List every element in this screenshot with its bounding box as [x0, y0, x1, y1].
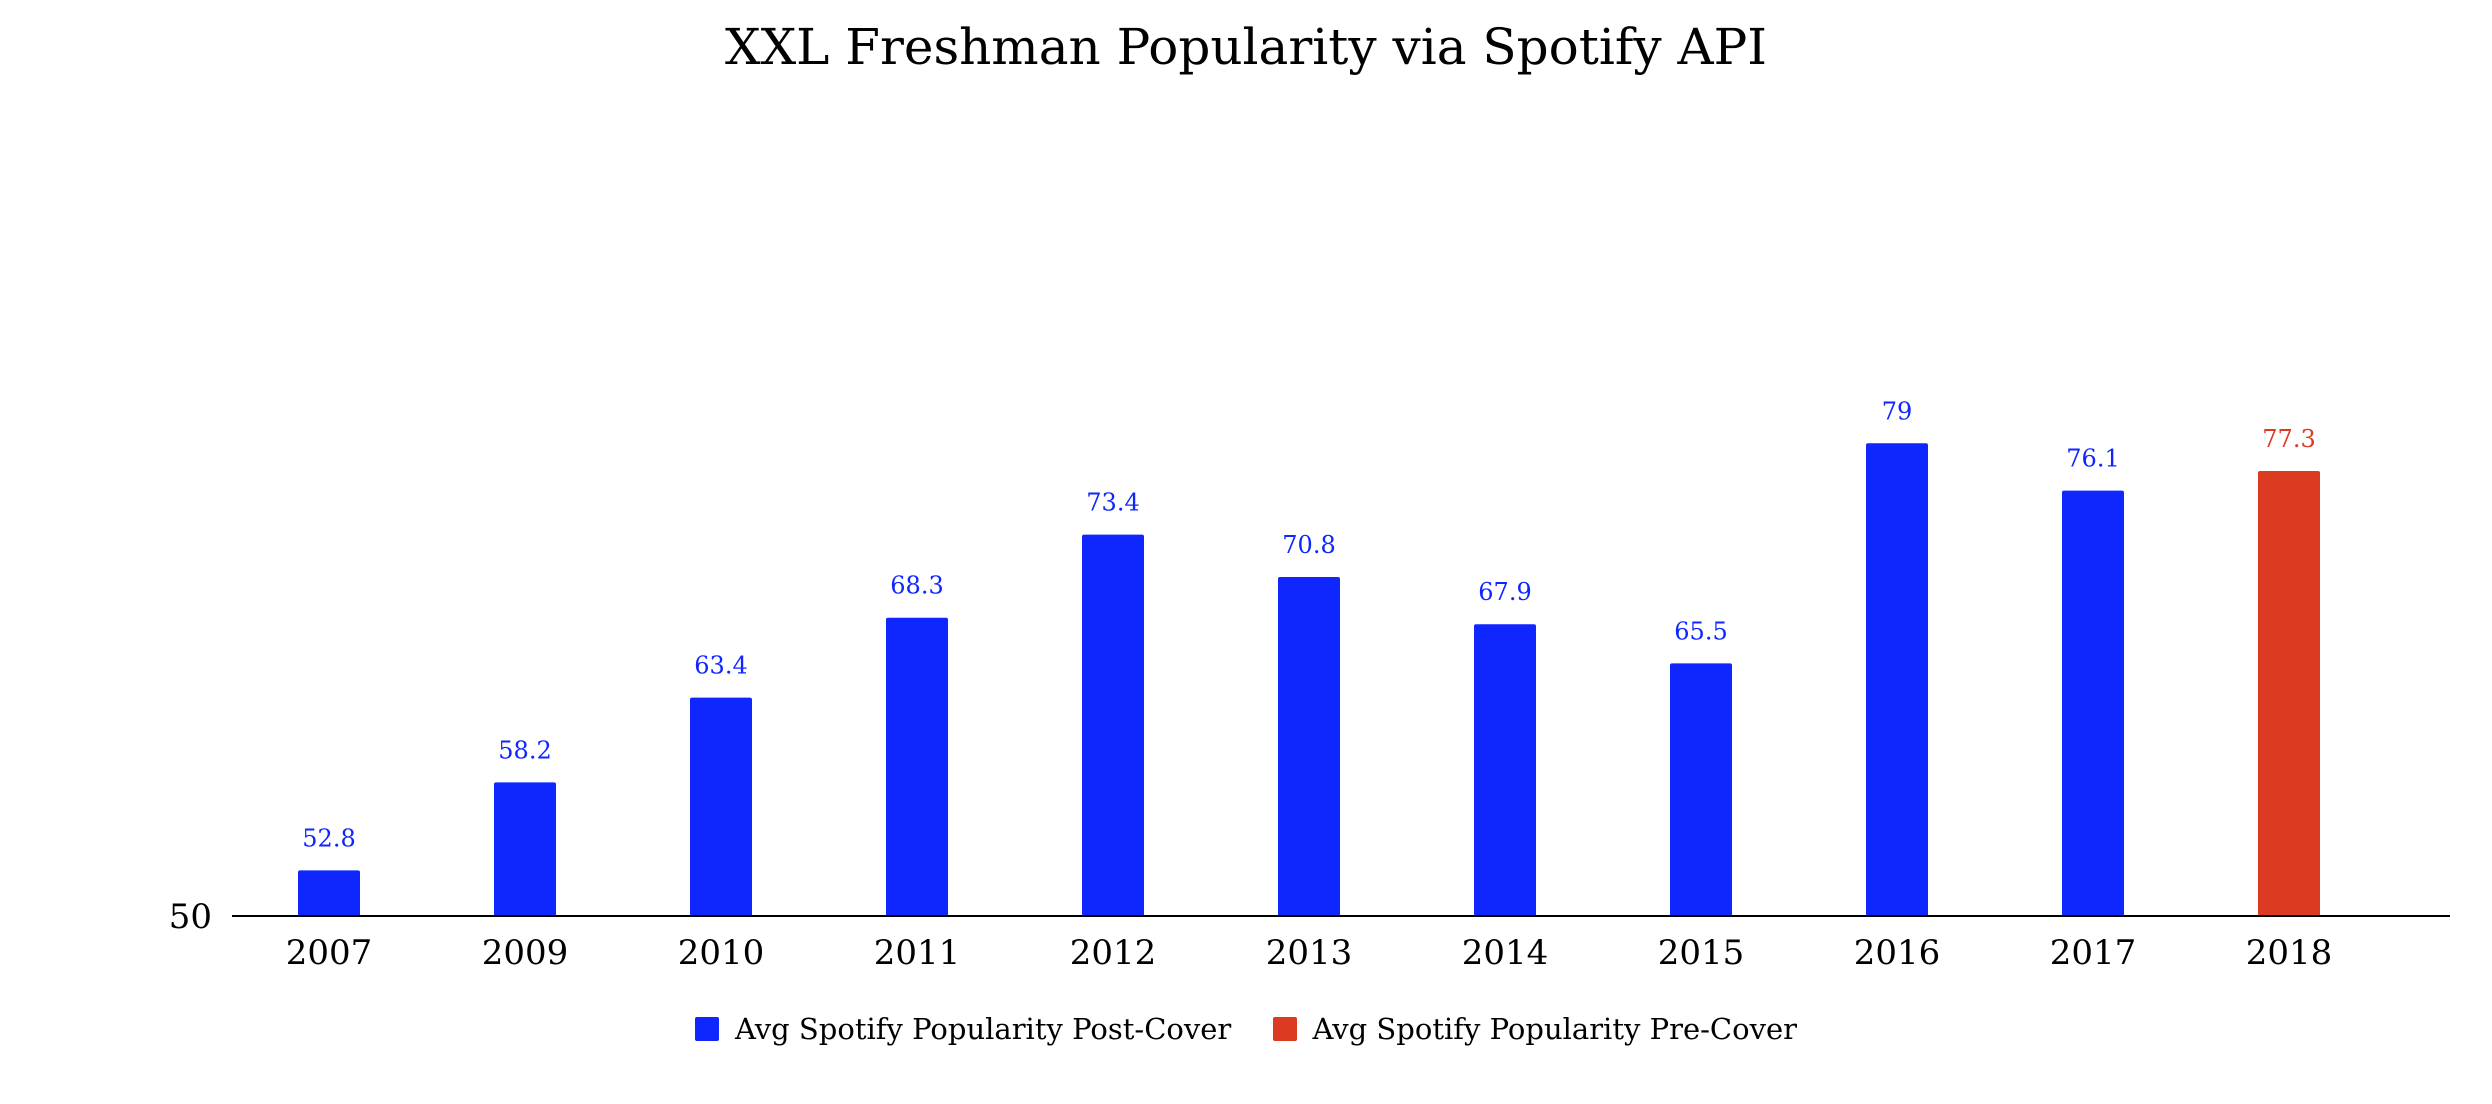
value-label-2017: 76.1: [2066, 445, 2119, 473]
value-label-2014: 67.9: [1478, 578, 1531, 606]
chart-title: XXL Freshman Popularity via Spotify API: [724, 18, 1768, 76]
x-tick-label-2010: 2010: [678, 933, 765, 973]
bar-post-cover-2013[interactable]: [1278, 576, 1340, 916]
value-label-2018: 77.3: [2262, 425, 2315, 453]
x-tick-label-2017: 2017: [2050, 933, 2137, 973]
bar-post-cover-2017[interactable]: [2062, 490, 2124, 916]
y-tick-label-50: 50: [169, 897, 212, 937]
legend-item-post-cover[interactable]: Avg Spotify Popularity Post-Cover: [695, 1012, 1231, 1046]
value-label-2015: 65.5: [1674, 617, 1727, 645]
x-tick-label-2012: 2012: [1070, 933, 1157, 973]
bar-post-cover-2010[interactable]: [690, 697, 752, 916]
value-labels-layer: 52.8 58.2 63.4 68.3 73.4 70.8 67.9 65.5 79 76.1 77…: [302, 397, 2315, 852]
legend-swatch-post-cover: [695, 1017, 719, 1041]
bar-post-cover-2016[interactable]: [1866, 443, 1928, 916]
value-label-2009: 58.2: [498, 736, 551, 764]
bar-post-cover-2012[interactable]: [1082, 534, 1144, 916]
value-label-2007: 52.8: [302, 824, 355, 852]
value-label-2016: 79: [1882, 397, 1913, 425]
y-tick-labels: 50: [169, 897, 212, 937]
x-tick-label-2013: 2013: [1266, 933, 1353, 973]
value-label-2012: 73.4: [1086, 489, 1139, 517]
value-label-2013: 70.8: [1282, 531, 1335, 559]
x-tick-label-2015: 2015: [1658, 933, 1745, 973]
bar-post-cover-2009[interactable]: [494, 782, 556, 916]
x-tick-label-2018: 2018: [2246, 933, 2333, 973]
bar-post-cover-2014[interactable]: [1474, 624, 1536, 916]
legend-swatch-pre-cover: [1272, 1017, 1297, 1041]
bar-post-cover-2011[interactable]: [886, 617, 948, 916]
x-tick-label-2009: 2009: [482, 933, 569, 973]
bar-post-cover-2015[interactable]: [1670, 663, 1732, 916]
value-label-2010: 63.4: [694, 652, 747, 680]
legend-label-post-cover: Avg Spotify Popularity Post-Cover: [735, 1012, 1232, 1046]
bar-pre-cover-2018[interactable]: [2258, 471, 2320, 916]
x-tick-label-2014: 2014: [1462, 933, 1549, 973]
legend-item-pre-cover[interactable]: Avg Spotify Popularity Pre-Cover: [1272, 1012, 1797, 1046]
legend-label-pre-cover: Avg Spotify Popularity Pre-Cover: [1312, 1012, 1797, 1046]
x-tick-label-2016: 2016: [1854, 933, 1941, 973]
x-tick-label-2007: 2007: [286, 933, 373, 973]
x-tick-label-2011: 2011: [874, 933, 961, 973]
value-label-2011: 68.3: [890, 572, 943, 600]
legend: Avg Spotify Popularity Post-Cover Avg Sp…: [0, 1012, 2492, 1048]
bar-post-cover-2007[interactable]: [298, 870, 360, 916]
bars-layer: [298, 443, 2320, 916]
x-tick-labels: 2007 2009 2010 2011 2012 2013 2014 2015 2016 2017…: [286, 933, 2333, 973]
